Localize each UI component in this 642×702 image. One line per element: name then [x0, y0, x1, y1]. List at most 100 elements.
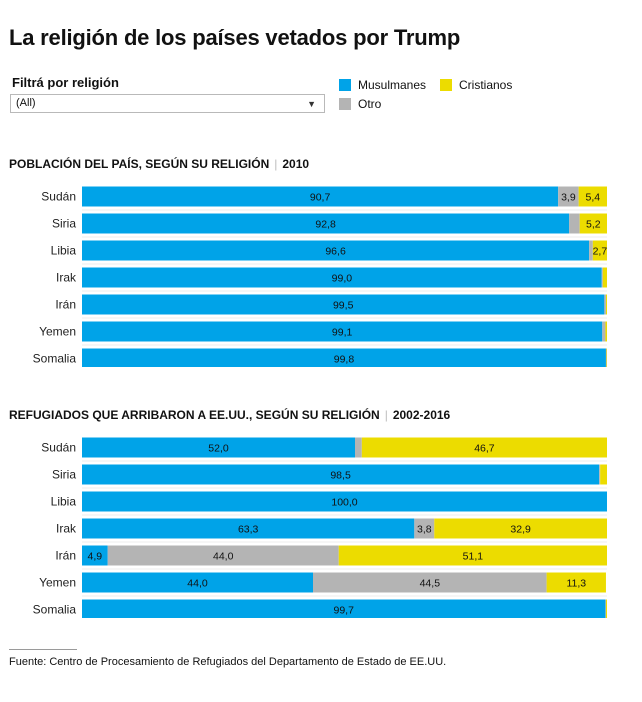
legend-swatch-musulmanes: [339, 79, 351, 91]
bar-otro-irak[interactable]: [414, 518, 435, 539]
legend-label-otro: Otro: [358, 97, 382, 111]
data-label-cristianos-yemen: 11,3: [566, 578, 586, 590]
bar-otro-siria[interactable]: [569, 213, 580, 234]
data-label-cristianos-siria: 5,2: [586, 219, 601, 231]
data-label-cristianos-irak: 32,9: [510, 524, 531, 536]
data-label-musulmanes-irak: 99,0: [332, 273, 353, 285]
bar-cristianos-iran[interactable]: [338, 545, 607, 566]
bar-musulmanes-libia[interactable]: [82, 240, 590, 261]
bar-otro-iran[interactable]: [107, 545, 339, 566]
bar-musulmanes-irak[interactable]: [82, 267, 602, 288]
legend-item-cristianos[interactable]: Cristianos: [440, 78, 512, 92]
bar-musulmanes-siria[interactable]: [82, 213, 570, 234]
data-label-musulmanes-iran: 99,5: [333, 300, 354, 312]
population-religion-chart: Sudán 90,7 3,9 5,4 Siria 92,8 5,2 Libia 96,6 2,7 I…: [33, 186, 608, 368]
bar-otro-sudan[interactable]: [558, 186, 579, 207]
bar-otro-yemen[interactable]: [602, 321, 606, 342]
category-label-iran: Irán: [55, 298, 76, 312]
category-label-iran: Irán: [55, 549, 76, 563]
bar-musulmanes-yemen[interactable]: [82, 572, 313, 593]
data-label-musulmanes-libia: 100,0: [331, 497, 357, 509]
bar-musulmanes-yemen[interactable]: [82, 321, 603, 342]
source-footnote: Fuente: Centro de Procesamiento de Refug…: [9, 656, 447, 668]
chart-title: La religión de los países vetados por Tr…: [9, 25, 461, 50]
data-label-musulmanes-iran: 4,9: [88, 551, 103, 563]
data-label-otro-yemen: 44,5: [420, 578, 441, 590]
data-label-otro-iran: 44,0: [213, 551, 234, 563]
bar-cristianos-somalia[interactable]: [606, 348, 607, 368]
bar-otro-irak[interactable]: [601, 267, 603, 288]
bar-cristianos-siria[interactable]: [579, 213, 607, 234]
religion-filter-dropdown[interactable]: (All) ▼: [10, 94, 325, 113]
refugees-religion-chart: Sudán 52,0 46,7 Siria 98,5 Libia 100,0 Irak 63,3…: [33, 437, 607, 619]
filter-selected-value: (All): [16, 97, 36, 109]
bar-otro-libia[interactable]: [589, 240, 593, 261]
legend-item-musulmanes[interactable]: Musulmanes: [339, 78, 426, 92]
data-label-cristianos-sudan: 46,7: [474, 443, 495, 455]
category-label-irak: Irak: [56, 522, 77, 536]
bar-otro-siria[interactable]: [599, 464, 601, 485]
bar-cristianos-sudan[interactable]: [361, 437, 607, 458]
bar-cristianos-sudan[interactable]: [578, 186, 607, 207]
bar-musulmanes-somalia[interactable]: [82, 599, 606, 619]
section-title-text: POBLACIÓN DEL PAÍS, SEGÚN SU RELIGIÓN: [9, 157, 270, 171]
bar-cristianos-yemen[interactable]: [605, 321, 607, 342]
category-label-irak: Irak: [56, 271, 77, 285]
bar-musulmanes-somalia[interactable]: [82, 348, 606, 368]
chevron-down-icon[interactable]: ▼: [307, 99, 316, 109]
category-label-libia: Libia: [51, 244, 77, 258]
bar-musulmanes-iran[interactable]: [82, 294, 605, 315]
category-label-sudan: Sudán: [41, 190, 76, 204]
bar-musulmanes-libia[interactable]: [82, 491, 607, 512]
category-label-somalia: Somalia: [33, 352, 77, 366]
bar-musulmanes-siria[interactable]: [82, 464, 600, 485]
data-label-cristianos-iran: 51,1: [463, 551, 484, 563]
category-label-yemen: Yemen: [39, 325, 76, 339]
category-label-sudan: Sudán: [41, 441, 76, 455]
bar-cristianos-irak[interactable]: [602, 267, 607, 288]
filter-label: Filtrá por religión: [12, 75, 119, 90]
legend-item-otro[interactable]: Otro: [339, 97, 381, 111]
legend-swatch-cristianos: [440, 79, 452, 91]
section-year: 2010: [282, 157, 310, 171]
data-label-musulmanes-yemen: 99,1: [332, 327, 353, 339]
bar-cristianos-libia[interactable]: [592, 240, 607, 261]
data-label-musulmanes-sudan: 90,7: [310, 192, 331, 204]
bar-musulmanes-sudan[interactable]: [82, 186, 559, 207]
legend-label-cristianos: Cristianos: [459, 78, 513, 92]
data-label-cristianos-sudan: 5,4: [586, 192, 601, 204]
bar-musulmanes-iran[interactable]: [82, 545, 108, 566]
bar-otro-somalia[interactable]: [605, 599, 606, 619]
category-label-siria: Siria: [52, 217, 76, 231]
data-label-musulmanes-libia: 96,6: [325, 246, 346, 258]
bar-musulmanes-irak[interactable]: [82, 518, 415, 539]
category-label-siria: Siria: [52, 468, 76, 482]
data-label-musulmanes-somalia: 99,8: [334, 354, 355, 366]
data-label-musulmanes-irak: 63,3: [238, 524, 259, 536]
bar-otro-sudan[interactable]: [355, 437, 362, 458]
data-label-musulmanes-sudan: 52,0: [208, 443, 229, 455]
bar-cristianos-yemen[interactable]: [546, 572, 606, 593]
bar-cristianos-irak[interactable]: [434, 518, 607, 539]
bar-otro-iran[interactable]: [604, 294, 606, 315]
section-title-text: REFUGIADOS QUE ARRIBARON A EE.UU., SEGÚN…: [9, 408, 380, 422]
data-label-musulmanes-somalia: 99,7: [333, 605, 354, 617]
section-title-refugiados: REFUGIADOS QUE ARRIBARON A EE.UU., SEGÚN…: [9, 408, 451, 422]
bar-otro-yemen[interactable]: [313, 572, 547, 593]
bar-cristianos-somalia[interactable]: [605, 599, 607, 619]
section-title-poblacion: POBLACIÓN DEL PAÍS, SEGÚN SU RELIGIÓN | 20…: [9, 157, 310, 171]
bar-cristianos-siria[interactable]: [600, 464, 607, 485]
data-label-otro-irak: 3,8: [417, 524, 432, 536]
data-label-otro-sudan: 3,9: [561, 192, 576, 204]
data-label-musulmanes-siria: 98,5: [330, 470, 351, 482]
bar-otro-somalia[interactable]: [605, 348, 607, 368]
bar-musulmanes-sudan[interactable]: [82, 437, 355, 458]
category-label-libia: Libia: [51, 495, 77, 509]
footnote-divider: [9, 649, 77, 650]
legend-swatch-otro: [339, 98, 351, 110]
category-label-somalia: Somalia: [33, 603, 77, 617]
data-label-musulmanes-siria: 92,8: [315, 219, 336, 231]
data-label-cristianos-libia: 2,7: [593, 246, 608, 258]
bar-cristianos-iran[interactable]: [605, 294, 607, 315]
category-label-yemen: Yemen: [39, 576, 76, 590]
